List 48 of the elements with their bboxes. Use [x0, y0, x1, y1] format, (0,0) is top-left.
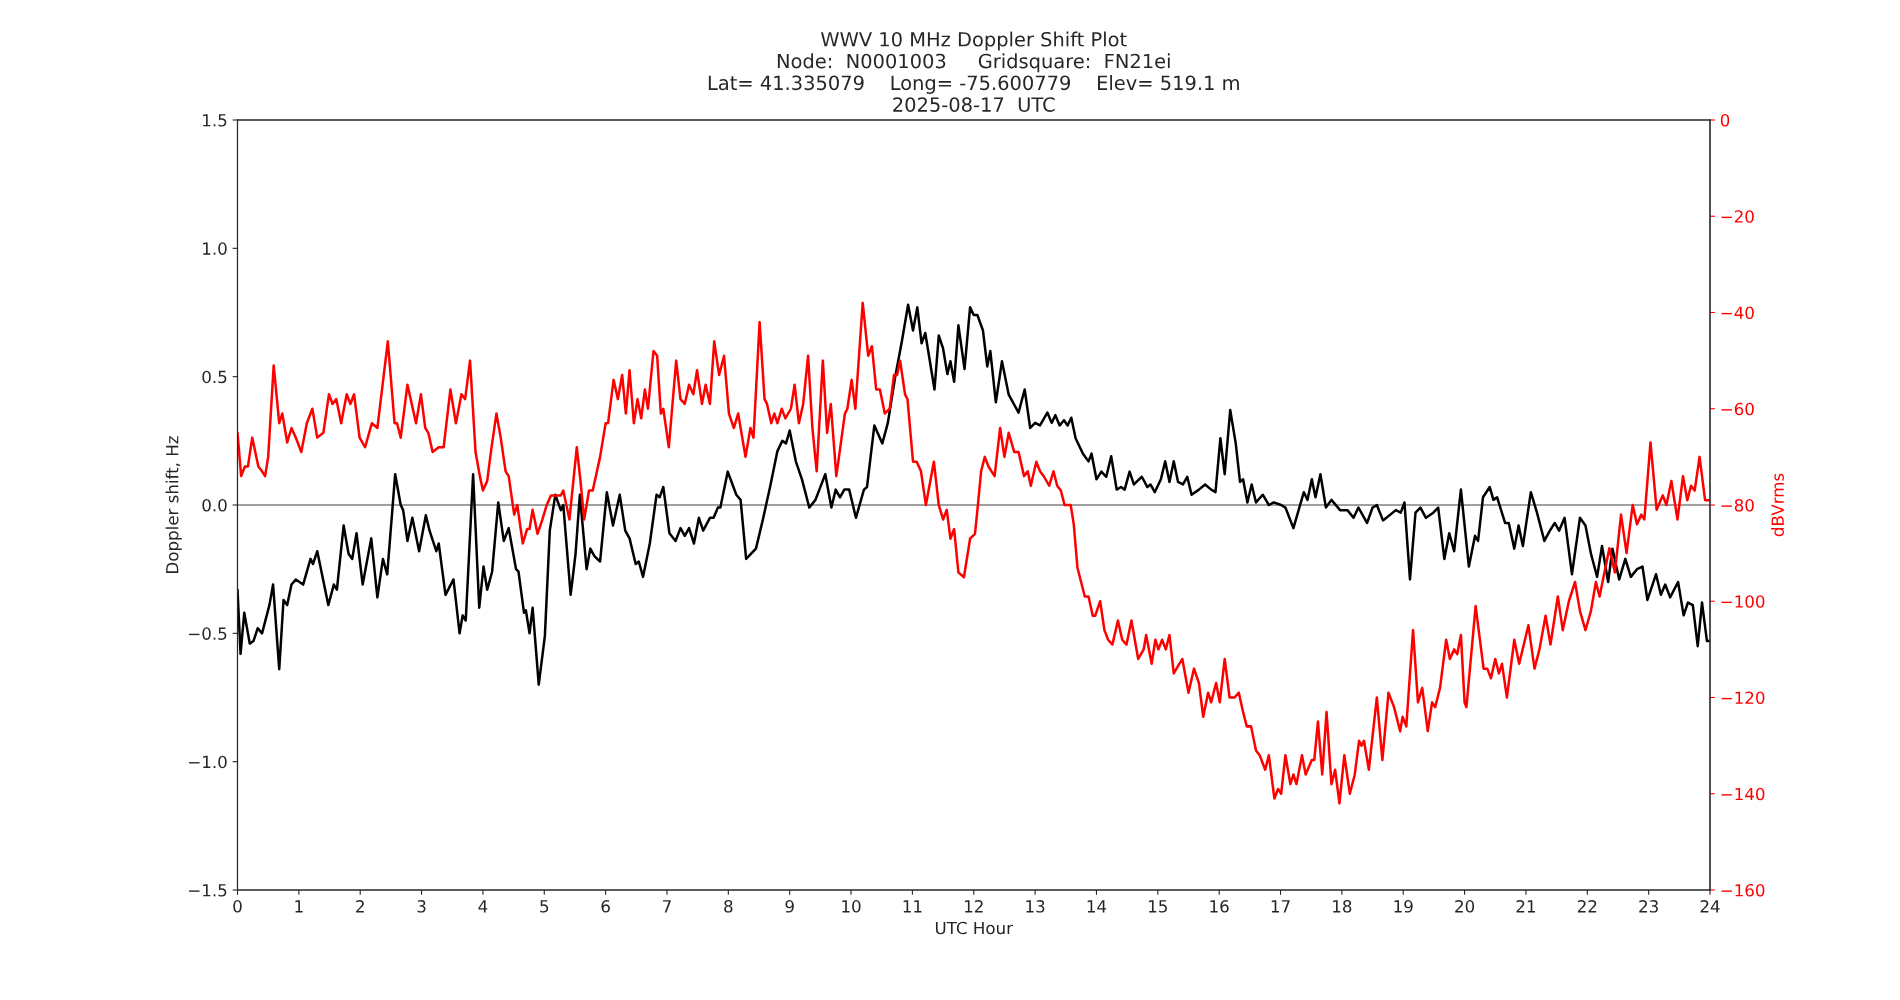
y2-axis-title: dBVrms [1771, 473, 1784, 537]
x-tick-label: 23 [1639, 900, 1658, 913]
x-tick-label: 17 [1271, 900, 1290, 913]
x-tick-label: 11 [903, 900, 922, 913]
y-axis-title: Doppler shift, Hz [165, 436, 182, 573]
x-tick-label: 24 [1700, 900, 1720, 913]
y2-tick-label: −120 [1721, 691, 1765, 705]
y2-tick-label: −80 [1721, 498, 1754, 512]
x-tick-label: 7 [663, 900, 671, 913]
y-tick-label: 1.5 [203, 114, 227, 127]
y-tick-label: −1.5 [189, 884, 227, 897]
x-tick-label: 0 [233, 900, 242, 913]
x-tick-label: 8 [724, 900, 733, 913]
line-series [237, 303, 1710, 686]
y2-tick-label: −100 [1721, 595, 1765, 608]
chart-title: WWV 10 MHz Doppler Shift Plot [821, 31, 1127, 51]
x-tick-label: 14 [1087, 900, 1107, 913]
y-tick-label: −0.5 [189, 627, 227, 640]
y2-tick-label: −60 [1721, 402, 1754, 416]
y2-tick-label: 0 [1720, 113, 1730, 127]
y-tick-label: 0.5 [202, 370, 227, 384]
y-tick-label: 0.0 [202, 498, 227, 512]
x-tick-label: 13 [1026, 900, 1045, 913]
x-tick-label: 21 [1516, 900, 1535, 913]
x-tick-label: 9 [785, 900, 794, 913]
y2-tick-label: −40 [1721, 306, 1754, 320]
x-tick-label: 3 [417, 900, 426, 913]
x-tick-label: 19 [1394, 900, 1413, 913]
x-tick-label: 16 [1210, 900, 1229, 913]
x-tick-label: 20 [1455, 900, 1475, 913]
y-tick-label: 1.0 [203, 242, 227, 255]
x-tick-label: 12 [964, 900, 983, 913]
y2-tick-label: −160 [1721, 883, 1765, 897]
x-tick-label: 22 [1577, 900, 1597, 913]
x-tick-label: 2 [356, 900, 364, 913]
x-tick-label: 4 [478, 900, 488, 913]
y2-tick-label: −20 [1721, 210, 1754, 223]
x-tick-label: 5 [540, 900, 549, 913]
x-tick-label: 1 [295, 900, 303, 913]
x-tick-label: 6 [601, 900, 610, 913]
chart-subtitle: Node: N0001003 Gridsquare: FN21ei Lat= 41.335079 Long= -75.600779 Elev= 519.1 m 2025-08-17 UTC [708, 53, 1239, 112]
y2-tick-label: −140 [1721, 787, 1765, 801]
y-tick-label: −1.0 [189, 755, 227, 769]
x-tick-label: 15 [1149, 900, 1167, 913]
x-axis-title: UTC Hour [935, 921, 1013, 935]
x-tick-label: 18 [1333, 900, 1352, 913]
x-tick-label: 10 [842, 900, 861, 913]
line-series [237, 301, 1710, 805]
